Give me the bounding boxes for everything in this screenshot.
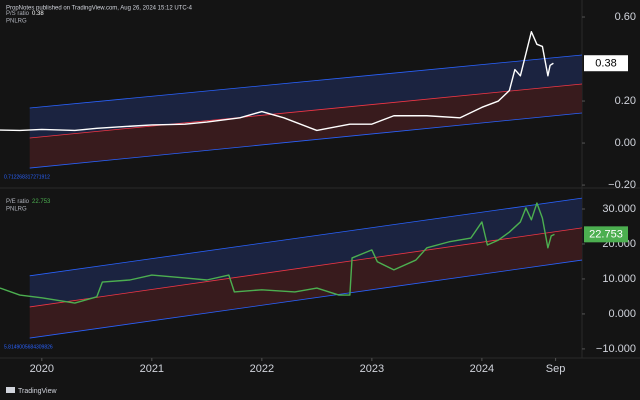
channel-upper-line: [29, 197, 583, 277]
legend: P/E ratio 22.753: [6, 199, 51, 205]
legend-name: P/E ratio: [6, 199, 30, 205]
channel-upper-fill: [29, 198, 583, 307]
y-tick-label: 0.20: [615, 95, 636, 107]
channel-upper-line: [29, 54, 583, 109]
subtitle: PNLRG: [6, 207, 27, 213]
series-line: [0, 202, 555, 304]
series-line: [0, 31, 554, 132]
channel-upper-fill: [29, 55, 583, 139]
y-tick-label: 0.00: [615, 137, 636, 149]
y-tick-label: 0.000: [608, 308, 636, 320]
last-value-label: 22.753: [589, 229, 623, 241]
channel-lower-line: [29, 259, 583, 339]
y-tick-label: −0.20: [608, 179, 636, 191]
logo-mark: [6, 387, 15, 393]
x-tick-label: 2023: [360, 363, 384, 375]
last-value-box: [584, 226, 628, 243]
last-value-box: [584, 55, 628, 72]
channel-mid-line: [29, 227, 583, 308]
y-tick-label: 10.000: [602, 273, 636, 285]
legend-name: P/S ratio: [6, 11, 30, 17]
channel-mid-line: [29, 83, 583, 139]
x-tick-label: Sep: [546, 363, 566, 375]
x-tick-label: 2024: [470, 363, 494, 375]
pane: 0.600.200.00−0.200.38P/S ratio 0.38PNLRG0…: [0, 11, 636, 191]
pane: 30.00020.00010.0000.000−10.00022.753P/E …: [0, 197, 636, 375]
legend: P/S ratio 0.38: [6, 11, 44, 17]
last-value-label: 0.38: [595, 58, 616, 70]
legend-value: 22.753: [32, 199, 51, 205]
subtitle: PNLRG: [6, 19, 27, 25]
y-tick-label: 30.000: [602, 203, 636, 215]
footer-text: TradingView: [18, 388, 57, 395]
legend-value: 0.38: [32, 11, 44, 17]
channel-annotation: 5.8149005684309826: [4, 344, 53, 350]
channel-lower-line: [29, 112, 583, 169]
channel-lower-fill: [29, 227, 583, 339]
header: PropNotes published on TradingView.com, …: [6, 6, 193, 12]
channel-annotation: 0.712268317271912: [4, 174, 50, 180]
y-tick-label: 0.60: [615, 11, 636, 23]
y-tick-label: −10.000: [596, 343, 636, 355]
x-tick-label: 2021: [140, 363, 164, 375]
footer-logo: TradingView: [6, 387, 57, 395]
x-tick-label: 2022: [250, 363, 274, 375]
x-tick-label: 2020: [30, 363, 54, 375]
